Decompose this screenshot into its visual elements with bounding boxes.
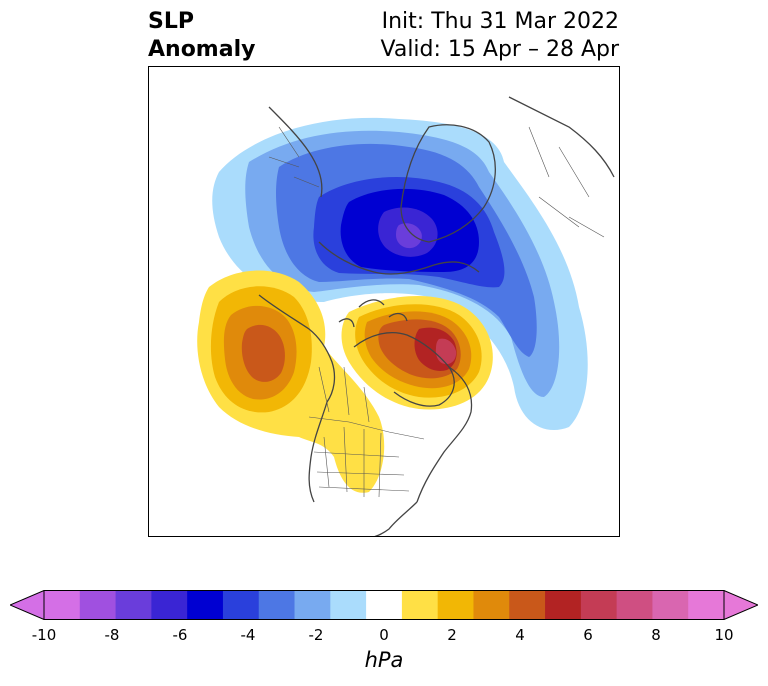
tick-label: -10 xyxy=(31,626,57,644)
colorbar-segment xyxy=(294,590,331,620)
colorbar-segment xyxy=(401,590,439,620)
colorbar-segment xyxy=(151,590,188,620)
colorbar-outline xyxy=(43,590,725,620)
colorbar-ticks: -10 -8 -6 -4 -2 0 2 4 6 8 10 xyxy=(0,626,768,646)
tick-label: -6 xyxy=(172,626,188,644)
tick-label: 4 xyxy=(515,626,525,644)
colorbar-segment xyxy=(366,590,403,620)
coastline-east-canada xyxy=(416,366,473,503)
coastline-canada-north xyxy=(318,241,480,275)
colorbar-extend-min xyxy=(10,590,45,620)
coastline-arctic-islands xyxy=(338,299,408,328)
colorbar-segments xyxy=(10,590,758,620)
coastline-greenland xyxy=(400,124,496,243)
colorbar-segment xyxy=(437,590,474,620)
positive-anomaly-west xyxy=(197,270,385,493)
border-canada-provinces xyxy=(318,366,370,423)
colorbar-segment xyxy=(330,590,367,620)
colorbar-segment xyxy=(545,590,582,620)
title-line-1: SLP xyxy=(148,9,194,34)
coastline-alaska xyxy=(258,294,336,403)
colorbar-segment xyxy=(473,590,510,620)
coastlines xyxy=(258,96,615,536)
colorbar-segment xyxy=(115,590,152,620)
border-us-states-a xyxy=(323,426,382,498)
colorbar-segment xyxy=(509,590,546,620)
border-russia-regions xyxy=(528,126,605,238)
tick-label: -8 xyxy=(104,626,120,644)
border-europe xyxy=(268,126,320,188)
colorbar-segment xyxy=(187,590,224,620)
colorbar-segment xyxy=(688,590,725,620)
tick-label: -2 xyxy=(308,626,324,644)
borders xyxy=(268,126,605,498)
tick-label: 8 xyxy=(651,626,661,644)
tick-label: 10 xyxy=(714,626,734,644)
colorbar-segment xyxy=(44,590,81,620)
colorbar-extend-max xyxy=(723,590,758,620)
init-date: Init: Thu 31 Mar 2022 xyxy=(381,9,619,34)
colorbar-segment xyxy=(616,590,653,620)
colorbar-units: hPa xyxy=(364,648,404,672)
anomaly-map xyxy=(148,66,620,537)
tick-label: 0 xyxy=(379,626,389,644)
forecast-dates: Init: Thu 31 Mar 2022 Valid: 15 Apr – 28… xyxy=(381,8,620,64)
contour-pos-4a xyxy=(241,324,285,382)
tick-label: -4 xyxy=(240,626,256,644)
tick-label: 2 xyxy=(447,626,457,644)
border-us-states-b xyxy=(313,451,410,492)
coastline-europe xyxy=(268,106,323,198)
valid-period: Valid: 15 Apr – 28 Apr xyxy=(380,37,620,62)
border-canada-us xyxy=(308,416,425,440)
title-line-2: Anomaly xyxy=(148,37,256,62)
colorbar-segment xyxy=(580,590,618,620)
positive-anomaly-east xyxy=(341,296,493,410)
colorbar-segment xyxy=(222,590,260,620)
colorbar xyxy=(10,590,758,620)
colorbar-segment xyxy=(652,590,689,620)
coastline-siberia xyxy=(508,96,615,178)
coastline-east-us xyxy=(374,501,418,536)
tick-label: 6 xyxy=(583,626,593,644)
contour-neg-7 xyxy=(396,223,422,249)
map-canvas xyxy=(197,96,615,536)
colorbar-segment xyxy=(258,590,296,620)
chart-title: SLP Anomaly xyxy=(148,8,255,64)
colorbar-segment xyxy=(79,590,117,620)
